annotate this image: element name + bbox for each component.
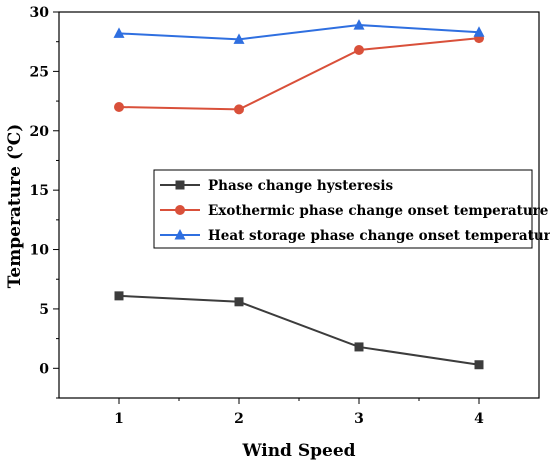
series-3-point [113,27,125,38]
y-tick-label: 20 [30,124,50,140]
series-3-point [353,19,365,30]
y-tick-label: 5 [39,302,49,318]
series-2-point [234,104,244,115]
legend-label: Heat storage phase change onset temperat… [208,228,550,244]
legend-box [153,169,533,249]
legend-label: Exothermic phase change onset temperatur… [208,203,548,219]
series-1-point [234,297,244,307]
series-line-3 [118,24,480,41]
plot-area: 0 5 10 15 20 25 30 1 2 3 4 [30,5,540,427]
legend-marker [175,205,185,215]
series-3-point [233,33,245,44]
legend-marker [174,229,186,240]
y-axis-title: Temperature (℃) [5,124,25,289]
legend-marker [175,180,185,190]
y-tick-label: 25 [30,64,49,80]
x-axis-title: Wind Speed [241,441,355,461]
series-1-point [474,360,484,370]
series-2-point [114,102,124,113]
legend-label: Phase change hysteresis [208,178,393,194]
x-tick-label: 3 [354,411,364,427]
x-tick-label: 4 [474,411,484,427]
y-tick-label: 15 [30,183,49,199]
series-2-point [354,45,364,56]
x-tick-label: 1 [114,411,124,427]
series-3-point [473,26,485,37]
y-tick-label: 0 [39,361,49,377]
y-tick-label: 30 [30,5,50,21]
series-1-point [114,291,124,301]
y-tick-label: 10 [30,243,50,259]
x-tick-label: 2 [234,411,244,427]
series-1-point [354,342,364,352]
series-line-2 [118,37,480,111]
series-line-1 [118,294,480,366]
legend: Phase change hysteresis Exothermic phase … [153,169,550,249]
